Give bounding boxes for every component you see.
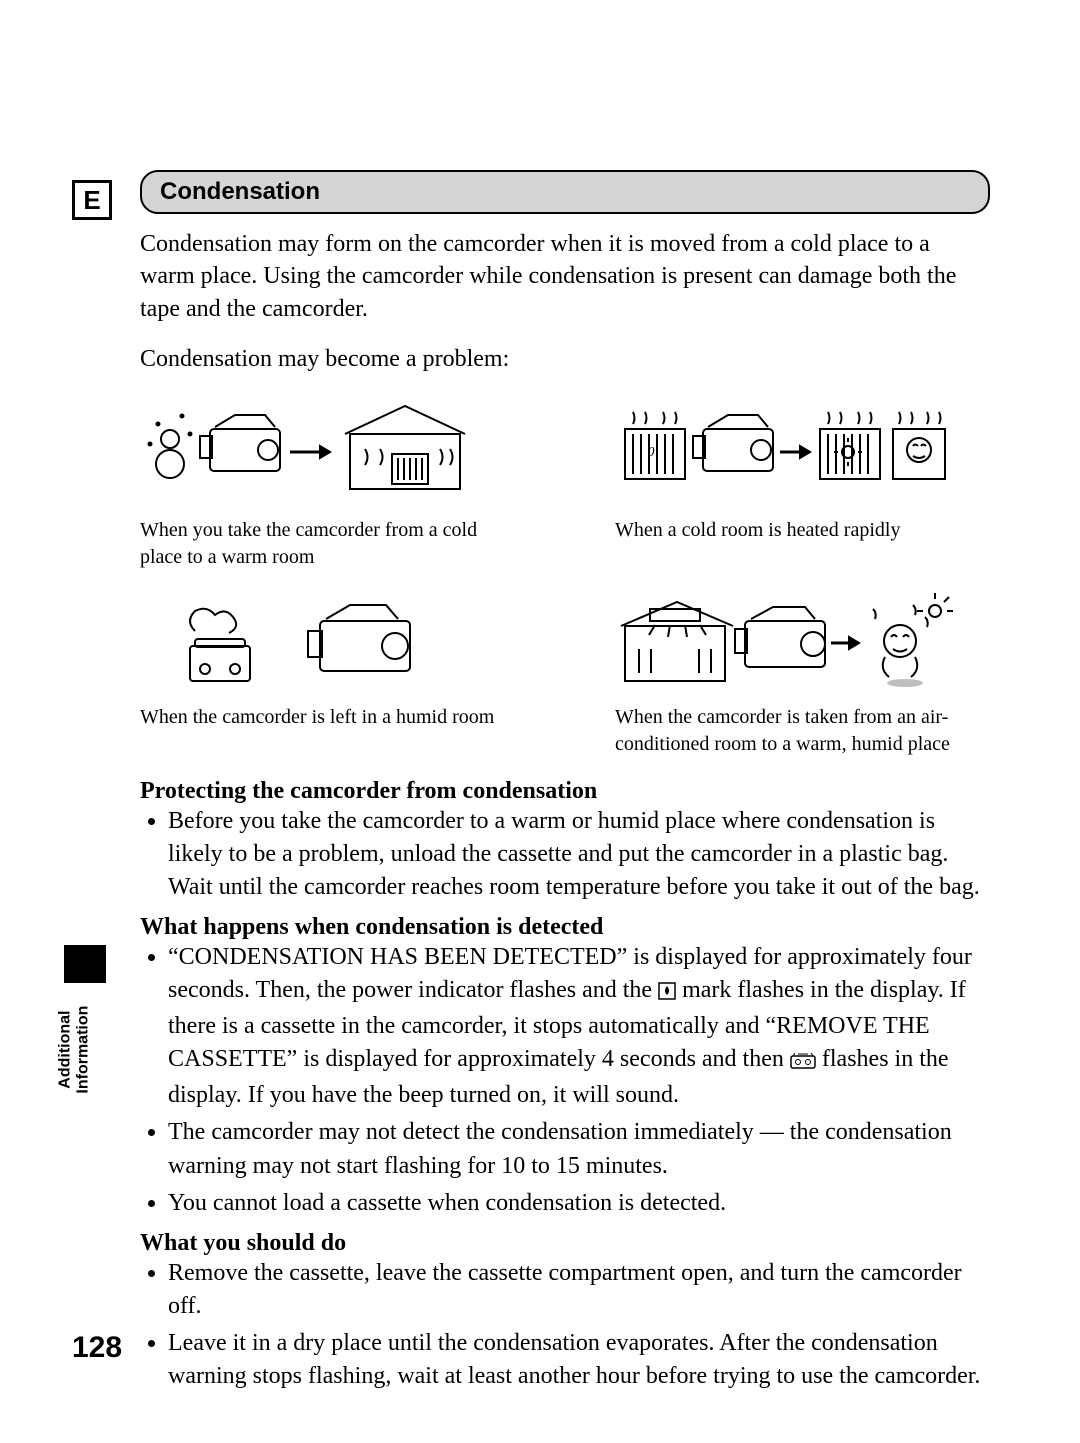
intro-paragraph: Condensation may form on the camcorder w… [140, 228, 990, 325]
scenario-a-caption: When you take the camcorder from a cold … [140, 517, 515, 571]
heated-rapidly-icon: 0 [615, 394, 955, 504]
page-number: 128 [72, 1331, 122, 1365]
language-badge-text: E [83, 185, 100, 216]
scenario-captions-row-2: When the camcorder is left in a humid ro… [140, 704, 990, 758]
cold-to-warm-icon [140, 394, 480, 504]
detected-heading: What happens when condensation is detect… [140, 914, 990, 941]
scenario-b-illustration: 0 [615, 394, 990, 509]
lead-paragraph: Condensation may become a problem: [140, 343, 990, 375]
scenario-row-2 [140, 591, 990, 696]
section-title: Condensation [160, 178, 320, 205]
detected-list: “CONDENSATION HAS BEEN DETECTED” is disp… [140, 941, 990, 1220]
protecting-bullet-1: Before you take the camcorder to a warm … [168, 805, 990, 904]
should-bullet-1: Remove the cassette, leave the cassette … [168, 1257, 990, 1323]
manual-page: E AdditionalInformation Condensation Con… [0, 0, 1080, 1443]
condensation-mark-icon [658, 977, 676, 1010]
side-tab: AdditionalInformation [60, 980, 88, 1120]
airconditioned-to-humid-icon [615, 591, 955, 691]
eject-cassette-icon [790, 1046, 816, 1079]
scenario-a-illustration [140, 394, 515, 509]
scenario-c-illustration [140, 591, 515, 696]
scenario-d-illustration [615, 591, 990, 696]
detected-bullet-1: “CONDENSATION HAS BEEN DETECTED” is disp… [168, 941, 990, 1113]
protecting-heading: Protecting the camcorder from condensati… [140, 778, 990, 805]
protecting-list: Before you take the camcorder to a warm … [140, 805, 990, 904]
scenario-c-caption: When the camcorder is left in a humid ro… [140, 704, 515, 758]
section-header: Condensation [140, 170, 990, 214]
language-badge: E [72, 180, 112, 220]
should-heading: What you should do [140, 1230, 990, 1257]
scenario-b-caption: When a cold room is heated rapidly [615, 517, 990, 571]
should-list: Remove the cassette, leave the cassette … [140, 1257, 990, 1393]
humid-room-icon [140, 591, 480, 691]
detected-bullet-2: The camcorder may not detect the condens… [168, 1116, 990, 1182]
scenario-captions-row-1: When you take the camcorder from a cold … [140, 517, 990, 571]
scenario-row-1: 0 [140, 394, 990, 509]
side-tab-line1: Additional [56, 1011, 73, 1089]
svg-text:0: 0 [648, 445, 655, 460]
side-tab-line2: Information [74, 1006, 91, 1094]
detected-bullet-3: You cannot load a cassette when condensa… [168, 1187, 990, 1220]
should-bullet-2: Leave it in a dry place until the conden… [168, 1327, 990, 1393]
scenario-d-caption: When the camcorder is taken from an air-… [615, 704, 990, 758]
side-tab-label: AdditionalInformation [56, 1006, 91, 1094]
side-tab-marker [64, 945, 106, 983]
